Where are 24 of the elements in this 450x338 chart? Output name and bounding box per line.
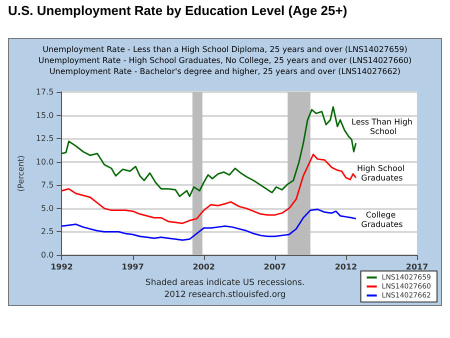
y-tick-label: 17.5 bbox=[36, 88, 54, 96]
x-tick-label: 1997 bbox=[122, 262, 144, 272]
line-series bbox=[60, 208, 357, 241]
x-tick-label: 2002 bbox=[192, 262, 215, 272]
y-tick-label: 7.5 bbox=[40, 180, 54, 190]
y-tick-label: 0.0 bbox=[40, 250, 54, 260]
y-tick-label: 10.0 bbox=[36, 157, 54, 166]
chart-subtitle: Unemployment Rate - Less than a High School Diploma, 25 years and over (LNS14027659) Unemployment Rate - High School Graduates, No College, 25 years and over (LNS14027660) Unemployment Rate - Bachelor's degree and higher, 25 years and over (LNS14027662) bbox=[38, 45, 412, 76]
text: Shaded areas indicate US recessions. bbox=[145, 278, 305, 288]
x-tick-label: 2017 bbox=[406, 262, 428, 272]
chart-title: U.S. Unemployment Rate by Education Level (Age 25+) bbox=[8, 3, 348, 18]
x-tick-label: 1992 bbox=[50, 262, 73, 272]
text: 2012 research.stlouisfed.org bbox=[164, 290, 286, 300]
y-tick-label: 12.5 bbox=[36, 134, 54, 144]
x-tick-label: 2012 bbox=[334, 262, 358, 272]
annotation: College Graduates bbox=[361, 210, 403, 230]
y-tick-label: 2.5 bbox=[40, 227, 54, 236]
annotation: High School Graduates bbox=[356, 164, 408, 183]
y-tick-label: 5.0 bbox=[40, 204, 54, 213]
y-tick-label: 15.0 bbox=[36, 110, 54, 120]
x-tick-label: 2007 bbox=[264, 262, 286, 272]
annotation: Less Than High School bbox=[352, 118, 412, 136]
line-series bbox=[60, 154, 357, 224]
y-axis-title: (Percent) bbox=[16, 155, 26, 192]
